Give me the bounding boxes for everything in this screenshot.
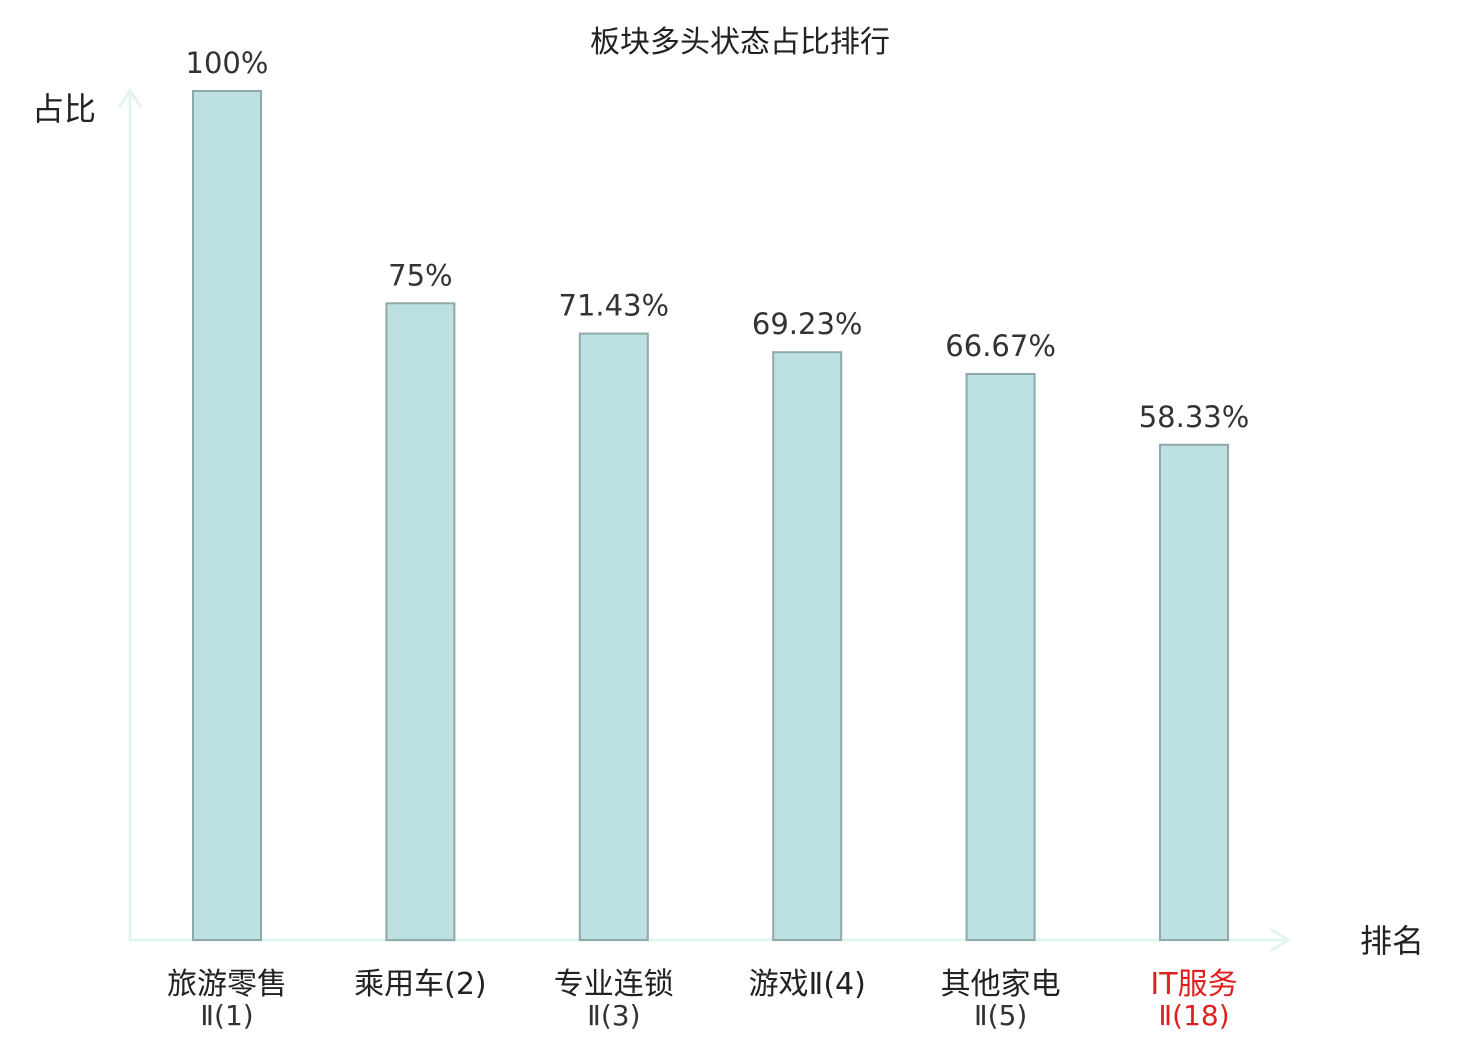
value-label-1: 100% [186, 46, 269, 80]
category-sublabel-3: Ⅱ(3) [587, 999, 640, 1032]
bar-3 [578, 332, 649, 942]
category-sublabel-6: Ⅱ(18) [1158, 999, 1229, 1032]
category-label-2: 乘用车(2) [354, 967, 487, 1002]
value-label-3: 71.43% [559, 289, 670, 323]
category-sublabel-1: Ⅱ(1) [200, 999, 253, 1032]
bar-6 [1159, 443, 1229, 941]
category-label-6: IT服务 [1150, 967, 1237, 1002]
y-axis-arrow [118, 88, 142, 108]
bar-4 [772, 351, 843, 941]
chart-title: 板块多头状态占比排行 [590, 25, 890, 60]
category-label-5: 其他家电 [941, 967, 1061, 1002]
x-axis-arrow [1270, 928, 1290, 952]
bar-2 [385, 302, 456, 942]
category-label-1: 旅游零售 [167, 967, 287, 1002]
x-axis-title: 排名 [1360, 922, 1424, 960]
value-label-4: 69.23% [752, 307, 863, 341]
value-label-5: 66.67% [945, 329, 1056, 363]
bar-1 [192, 90, 262, 941]
category-sublabel-5: Ⅱ(5) [974, 999, 1027, 1032]
category-label-4: 游戏Ⅱ(4) [749, 967, 866, 1002]
value-label-2: 75% [388, 258, 452, 292]
bar-5 [965, 373, 1036, 941]
bars [192, 90, 1229, 942]
value-label-6: 58.33% [1139, 400, 1250, 434]
value-labels: 100% 75% 71.43% 69.23% 66.67% 58.33% [186, 46, 1250, 434]
category-label-3: 专业连锁 [554, 967, 674, 1002]
y-axis-title: 占比 [32, 90, 96, 128]
